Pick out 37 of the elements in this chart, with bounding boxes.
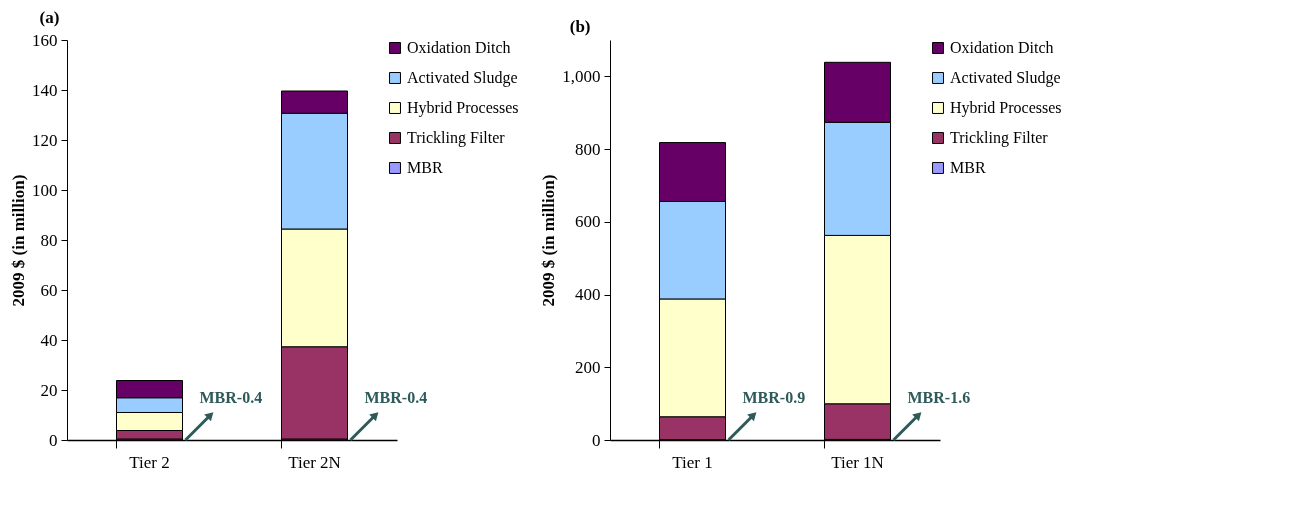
y-axis-title: 2009 $ (in million) xyxy=(539,174,559,307)
legend-label: Activated Sludge xyxy=(950,69,1061,87)
legend-label: MBR xyxy=(950,159,986,176)
x-tick-label: Tier 2N xyxy=(288,452,341,472)
y-tick-label: 120 xyxy=(32,130,58,150)
x-tick-label: Tier 1 xyxy=(672,452,713,472)
legend-label: Hybrid Processes xyxy=(950,99,1062,117)
legend-label: Oxidation Ditch xyxy=(407,39,511,56)
chart-title: (a) xyxy=(39,8,60,27)
y-tick-label: 0 xyxy=(592,430,601,450)
y-tick-label: 140 xyxy=(32,80,58,100)
y-tick-label: 160 xyxy=(32,30,58,50)
y-tick-label: 80 xyxy=(40,230,58,250)
legend-label: Oxidation Ditch xyxy=(950,39,1054,56)
annotation: MBR-0.9 xyxy=(742,389,806,406)
x-tick-label: Tier 1N xyxy=(831,452,884,472)
legend-label: Hybrid Processes xyxy=(407,99,519,117)
y-tick-label: 800 xyxy=(575,139,601,159)
legend-label: Activated Sludge xyxy=(407,69,518,87)
legend-label: MBR xyxy=(407,159,443,176)
x-tick-label: Tier 2 xyxy=(129,452,170,472)
y-tick-label: 20 xyxy=(40,380,58,400)
legend-label: Trickling Filter xyxy=(950,129,1049,147)
chart-title: (b) xyxy=(569,17,591,36)
y-tick-label: 40 xyxy=(40,330,58,350)
y-tick-label: 60 xyxy=(40,280,58,300)
y-axis-title: 2009 $ (in million) xyxy=(9,174,28,307)
y-tick-label: 0 xyxy=(49,430,58,450)
y-tick-label: 200 xyxy=(575,357,601,377)
annotation: MBR-1.6 xyxy=(907,389,971,406)
y-tick-label: 100 xyxy=(32,180,58,200)
legend-label: Trickling Filter xyxy=(407,129,506,147)
y-tick-label: 400 xyxy=(575,285,601,305)
y-tick-label: 1,000 xyxy=(562,66,601,86)
annotation: MBR-0.4 xyxy=(364,389,428,406)
annotation: MBR-0.4 xyxy=(199,389,263,406)
y-tick-label: 600 xyxy=(575,212,601,232)
